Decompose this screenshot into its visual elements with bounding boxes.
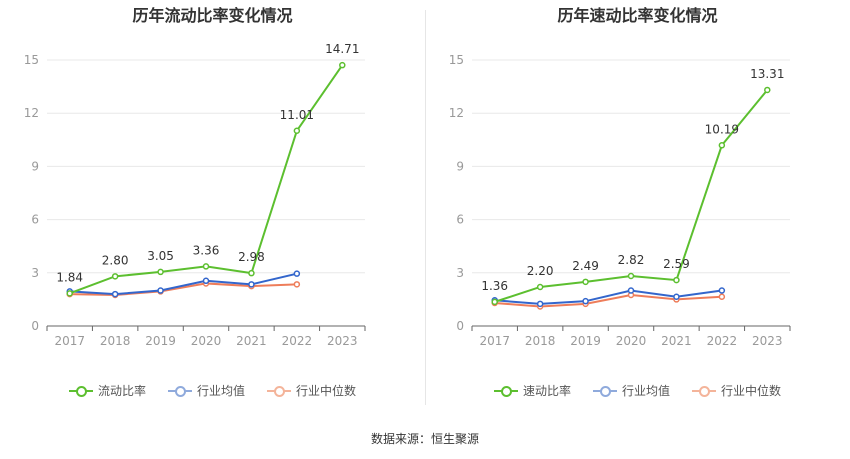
data-label: 2.59 xyxy=(663,257,690,271)
x-tick-label: 2017 xyxy=(54,334,85,348)
data-label: 3.05 xyxy=(147,249,174,263)
data-point-avg xyxy=(536,300,544,308)
legend-median-icon xyxy=(692,384,716,398)
data-point-avg xyxy=(718,287,726,294)
legend-main-icon xyxy=(493,384,518,398)
x-tick-label: 2022 xyxy=(282,334,313,348)
legend-main-icon xyxy=(68,384,93,398)
data-label: 3.36 xyxy=(193,243,220,257)
data-label: 2.98 xyxy=(238,250,265,264)
data-point-main xyxy=(764,86,771,94)
current-ratio-plot: 0 3 6 9 12 15 2017 2018 2019 2020 2021 2022 2023 1.84… xyxy=(24,42,366,348)
series-line-median xyxy=(494,293,722,308)
y-tick-label: 0 xyxy=(31,319,39,333)
data-point-avg xyxy=(673,293,680,300)
chart-title: 历年流动比率变化情况 xyxy=(132,6,293,25)
x-tick-label: 2017 xyxy=(479,334,510,348)
data-point-avg xyxy=(248,281,255,288)
data-point-main xyxy=(339,61,346,69)
x-tick-label: 2021 xyxy=(661,334,692,348)
data-label: 11.01 xyxy=(280,108,314,122)
legend-item-main[interactable]: 速动比率 xyxy=(493,382,571,399)
chart-legend: 速动比率 行业均值 行业中位数 xyxy=(425,382,850,399)
quick-ratio-chart: 历年速动比率变化情况 0 3 6 9 12 15 2017 2018 2019 2020 2021 2… xyxy=(425,0,850,420)
legend-main-label: 速动比率 xyxy=(522,384,571,398)
x-tick-label: 2019 xyxy=(145,334,176,348)
legend-median-icon xyxy=(267,384,291,398)
data-label: 10.19 xyxy=(705,122,739,136)
legend-item-median[interactable]: 行业中位数 xyxy=(692,382,781,399)
y-tick-label: 9 xyxy=(456,159,464,173)
data-point-main xyxy=(718,142,726,149)
y-tick-label: 6 xyxy=(31,213,39,227)
data-point-avg xyxy=(582,297,589,305)
data-point-avg xyxy=(293,270,301,277)
legend-item-avg[interactable]: 行业均值 xyxy=(592,382,670,399)
chart-divider xyxy=(425,10,426,405)
y-tick-label: 3 xyxy=(456,266,464,280)
legend-avg-icon xyxy=(167,384,192,398)
data-label: 2.80 xyxy=(102,253,129,267)
x-tick-label: 2021 xyxy=(236,334,267,348)
data-point-main xyxy=(491,298,498,306)
data-label: 2.20 xyxy=(527,264,554,278)
y-tick-label: 6 xyxy=(456,213,464,227)
data-point-avg xyxy=(202,277,210,285)
legend-median-label: 行业中位数 xyxy=(721,384,782,398)
x-tick-label: 2018 xyxy=(100,334,131,348)
legend-median-label: 行业中位数 xyxy=(296,384,357,398)
data-point-main xyxy=(157,268,164,276)
series-line-avg xyxy=(494,289,722,305)
quick-ratio-plot: 0 3 6 9 12 15 2017 2018 2019 2020 2021 2022 2023 1.36… xyxy=(449,53,791,348)
y-tick-label: 12 xyxy=(449,106,464,120)
legend-avg-label: 行业均值 xyxy=(196,384,245,398)
data-point-median xyxy=(718,293,726,300)
data-point-main xyxy=(582,278,589,286)
legend-main-label: 流动比率 xyxy=(97,384,146,398)
data-point-main xyxy=(111,273,119,280)
data-point-avg xyxy=(627,287,635,294)
x-tick-label: 2019 xyxy=(570,334,601,348)
legend-item-avg[interactable]: 行业均值 xyxy=(167,382,245,399)
data-label: 1.84 xyxy=(56,270,83,284)
legend-avg-icon xyxy=(592,384,617,398)
legend-avg-label: 行业均值 xyxy=(621,384,670,398)
chart-legend: 流动比率 行业均值 行业中位数 xyxy=(0,382,425,399)
data-point-main xyxy=(536,283,544,291)
x-tick-label: 2022 xyxy=(707,334,738,348)
data-label: 13.31 xyxy=(750,67,784,81)
data-point-median xyxy=(293,281,301,288)
series-line-median xyxy=(69,282,297,296)
current-ratio-chart: 历年流动比率变化情况 0 3 6 9 12 15 2017 2018 2019 2020 2021 2… xyxy=(0,0,425,420)
data-point-main xyxy=(673,276,680,284)
data-point-avg xyxy=(157,287,164,294)
data-point-main xyxy=(66,290,73,297)
y-tick-label: 3 xyxy=(31,266,39,280)
y-tick-label: 12 xyxy=(24,106,39,120)
y-tick-label: 0 xyxy=(456,319,464,333)
data-point-main xyxy=(627,272,635,280)
x-tick-label: 2020 xyxy=(616,334,647,348)
data-source: 数据来源：恒生聚源 xyxy=(370,432,479,446)
data-label: 2.49 xyxy=(572,259,599,273)
data-point-main xyxy=(293,127,301,135)
y-tick-label: 9 xyxy=(31,159,39,173)
x-tick-label: 2018 xyxy=(525,334,556,348)
data-point-main xyxy=(248,269,255,277)
legend-item-main[interactable]: 流动比率 xyxy=(68,382,146,399)
y-tick-label: 15 xyxy=(24,53,39,67)
series-line-avg xyxy=(69,272,298,296)
x-tick-label: 2023 xyxy=(752,334,783,348)
legend-item-median[interactable]: 行业中位数 xyxy=(267,382,356,399)
x-tick-label: 2023 xyxy=(327,334,358,348)
x-tick-label: 2020 xyxy=(191,334,222,348)
y-tick-label: 15 xyxy=(449,53,464,67)
data-label: 2.82 xyxy=(618,253,645,267)
data-point-avg xyxy=(111,290,119,298)
chart-title: 历年速动比率变化情况 xyxy=(557,6,718,25)
data-label: 1.36 xyxy=(481,279,508,293)
data-label: 14.71 xyxy=(325,42,359,56)
data-point-main xyxy=(202,263,210,270)
